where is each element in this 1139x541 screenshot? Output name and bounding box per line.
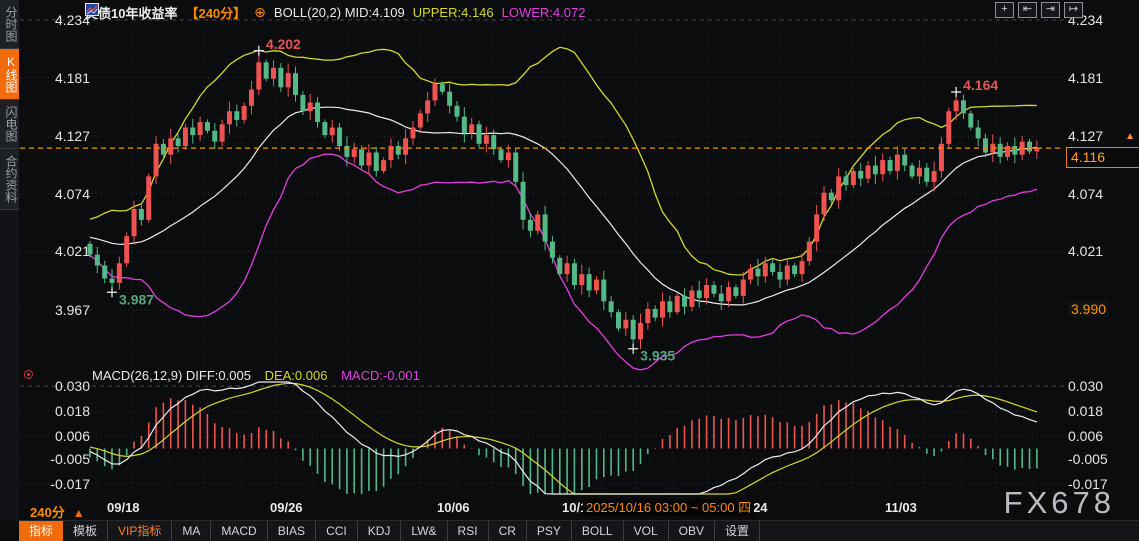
zoom-to-right-icon[interactable]: ⇥ [1041,2,1060,18]
price-axis-label-left: 4.021 [54,243,90,260]
price-axis-label-right: 4.181 [1068,69,1104,86]
price-axis-label-left: 4.234 [54,12,90,28]
price-axis-label-right: 4.021 [1068,243,1104,260]
toolbar-tab-CCI[interactable]: CCI [316,521,358,541]
sidebar-item-contract-info[interactable]: 合约资料 [0,149,19,210]
boll-lower-readout: LOWER:4.072 [501,4,586,20]
price-axis-label-left: 3.967 [54,301,90,318]
x-axis-label: 11/03 [885,500,917,515]
period-text: 240分 [30,505,65,520]
macd-axis-label-left: -0.017 [50,475,90,492]
price-axis-label-right: 4.127 [1068,128,1104,145]
macd-axis-label-left: 0.030 [54,378,90,394]
price-axis-label-right: 4.074 [1068,185,1104,202]
macd-axis-label-right: -0.005 [1068,450,1108,467]
instrument-title: 美债10年收益率 [85,5,178,21]
price-axis-label-left: 4.074 [54,185,90,202]
svg-text:3.987: 3.987 [119,291,154,307]
toolbar-tab-LW&[interactable]: LW& [401,521,448,541]
macd-axis-label-left: -0.005 [50,450,90,467]
svg-text:3.935: 3.935 [640,348,675,364]
macd-pane [89,381,1038,495]
x-axis-label: 10/06 [437,500,470,515]
toolbar-tab-MA[interactable]: MA [172,521,212,541]
macd-axis-label-right: 0.018 [1068,403,1104,419]
pan-out-right-icon[interactable]: ↦ [1064,2,1083,18]
toolbar-tab-模板[interactable]: 模板 [63,521,109,541]
crosshair-move-icon[interactable]: + [995,2,1014,18]
bar-datetime-tooltip: 2025/10/16 03:00 ~ 05:00 四 [583,499,755,516]
sidebar-item-time-chart[interactable]: 分时图 [0,0,19,49]
period-selector[interactable]: 240分 ▲ [30,502,85,521]
period-dropdown-icon[interactable]: ▲ [72,506,85,520]
toolbar-tab-RSI[interactable]: RSI [448,521,489,541]
chart-tool-buttons: + ⇤ ⇥ ↦ [995,2,1083,18]
mini-chart-icon[interactable] [85,3,99,16]
reference-price-label: 3.990 [1068,301,1110,317]
x-axis-label: 09/26 [270,500,303,515]
period-tag[interactable]: 【240分】 [185,5,247,21]
macd-axis-label-left: 0.018 [54,403,90,419]
price-annotations: 3.987 4.202 3.935 4.164 [107,36,998,364]
toolbar-tab-BOLL[interactable]: BOLL [572,521,624,541]
macd-main-readout: MACD(26,12,9) DIFF:0.005 [92,368,251,383]
toolbar-tab-VOL[interactable]: VOL [624,521,669,541]
bollinger-bands [89,46,1038,371]
sidebar-item-kline-chart[interactable]: K线图 [0,49,19,100]
candles [87,54,1040,349]
macd-axis-label-right: -0.017 [1068,475,1108,492]
toolbar-tab-CR[interactable]: CR [489,521,527,541]
price-axis-label-left: 4.181 [54,69,90,86]
x-axis-label: 09/18 [107,500,140,515]
crosshair-target-icon[interactable]: ⊕ [254,3,266,20]
svg-text:4.164: 4.164 [963,77,998,93]
price-axis-label-left: 4.127 [54,128,90,145]
macd-axis-label-right: 0.006 [1068,428,1104,444]
svg-text:4.202: 4.202 [266,36,301,52]
chart-header: 美债10年收益率 【240分】 ⊕ BOLL(20,2) MID:4.109 U… [85,3,585,21]
boll-upper-readout: UPPER:4.146 [412,4,494,20]
macd-header: MACD(26,12,9) DIFF:0.005 DEA:0.006 MACD:… [92,368,420,383]
indicator-toolbar: 指标 模板 VIP指标 MA MACD BIAS CCI KDJ LW& RSI CR PSY BOLL… [19,520,1139,541]
sidebar-item-flash-chart[interactable]: 闪电图 [0,100,19,149]
toolbar-tab-VIP指标[interactable]: VIP指标 [108,521,173,541]
toolbar-tab-MACD[interactable]: MACD [211,521,268,541]
zoom-to-left-icon[interactable]: ⇤ [1018,2,1037,18]
toolbar-tab-PSY[interactable]: PSY [527,521,572,541]
toolbar-tab-KDJ[interactable]: KDJ [358,521,402,541]
sidebar: 分时图 K线图 闪电图 合约资料 [0,0,19,521]
brand-watermark: FX678 [1003,485,1115,520]
last-price-box: 4.116 [1066,147,1139,168]
macd-axis-label-left: 0.006 [54,428,90,444]
macd-axis-label-right: 0.030 [1068,378,1104,394]
toolbar-tab-设置[interactable]: 设置 [715,521,760,541]
boll-mid-readout: BOLL(20,2) MID:4.109 [273,4,405,20]
toolbar-tab-指标[interactable]: 指标 [19,521,64,541]
price-up-arrow-icon: ▲ [1125,131,1135,142]
macd-value-readout: MACD:-0.001 [341,368,420,383]
toolbar-tab-BIAS[interactable]: BIAS [268,521,317,541]
grid [20,12,1064,494]
indicator-record-icon[interactable] [24,370,33,379]
toolbar-tab-OBV[interactable]: OBV [669,521,715,541]
macd-dea-readout: DEA:0.006 [264,368,328,383]
